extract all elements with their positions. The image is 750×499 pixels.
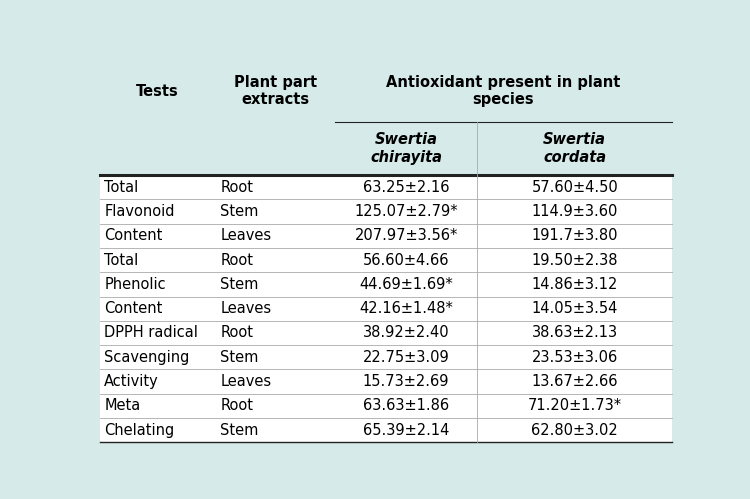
Text: Chelating: Chelating <box>104 423 175 438</box>
Text: Root: Root <box>220 398 254 413</box>
Text: 62.80±3.02: 62.80±3.02 <box>531 423 618 438</box>
Text: 57.60±4.50: 57.60±4.50 <box>531 180 618 195</box>
Text: 15.73±2.69: 15.73±2.69 <box>363 374 449 389</box>
Text: Swertia
chirayita: Swertia chirayita <box>370 132 442 165</box>
Text: 42.16±1.48*: 42.16±1.48* <box>359 301 453 316</box>
Text: Total: Total <box>104 252 139 267</box>
Text: 56.60±4.66: 56.60±4.66 <box>363 252 449 267</box>
Text: 63.63±1.86: 63.63±1.86 <box>363 398 449 413</box>
Text: Stem: Stem <box>220 350 259 365</box>
Text: Leaves: Leaves <box>220 374 272 389</box>
Text: 65.39±2.14: 65.39±2.14 <box>363 423 449 438</box>
Text: Root: Root <box>220 180 254 195</box>
Text: Tests: Tests <box>136 83 179 98</box>
Text: Content: Content <box>104 301 163 316</box>
Text: Leaves: Leaves <box>220 301 272 316</box>
Text: Stem: Stem <box>220 277 259 292</box>
Text: Plant part
extracts: Plant part extracts <box>234 75 317 107</box>
Text: Total: Total <box>104 180 139 195</box>
Text: Scavenging: Scavenging <box>104 350 190 365</box>
Text: 14.86±3.12: 14.86±3.12 <box>532 277 618 292</box>
Text: Antioxidant present in plant
species: Antioxidant present in plant species <box>386 75 621 107</box>
Text: 63.25±2.16: 63.25±2.16 <box>363 180 449 195</box>
Text: Leaves: Leaves <box>220 229 272 244</box>
Text: Swertia
cordata: Swertia cordata <box>543 132 606 165</box>
Text: 14.05±3.54: 14.05±3.54 <box>532 301 618 316</box>
Text: Meta: Meta <box>104 398 140 413</box>
Text: Phenolic: Phenolic <box>104 277 166 292</box>
Text: Root: Root <box>220 325 254 340</box>
Text: Flavonoid: Flavonoid <box>104 204 175 219</box>
Text: 22.75±3.09: 22.75±3.09 <box>363 350 449 365</box>
Text: 23.53±3.06: 23.53±3.06 <box>532 350 618 365</box>
Text: 125.07±2.79*: 125.07±2.79* <box>354 204 458 219</box>
Text: Activity: Activity <box>104 374 159 389</box>
Text: 191.7±3.80: 191.7±3.80 <box>532 229 618 244</box>
Text: 38.92±2.40: 38.92±2.40 <box>363 325 449 340</box>
Text: Stem: Stem <box>220 423 259 438</box>
Text: 44.69±1.69*: 44.69±1.69* <box>359 277 453 292</box>
Bar <box>100 175 672 442</box>
Text: Root: Root <box>220 252 254 267</box>
Text: Stem: Stem <box>220 204 259 219</box>
Text: 19.50±2.38: 19.50±2.38 <box>532 252 618 267</box>
Text: 13.67±2.66: 13.67±2.66 <box>532 374 618 389</box>
Text: 114.9±3.60: 114.9±3.60 <box>532 204 618 219</box>
Text: 71.20±1.73*: 71.20±1.73* <box>528 398 622 413</box>
Text: Content: Content <box>104 229 163 244</box>
Text: 38.63±2.13: 38.63±2.13 <box>532 325 618 340</box>
Text: 207.97±3.56*: 207.97±3.56* <box>355 229 458 244</box>
Text: DPPH radical: DPPH radical <box>104 325 198 340</box>
